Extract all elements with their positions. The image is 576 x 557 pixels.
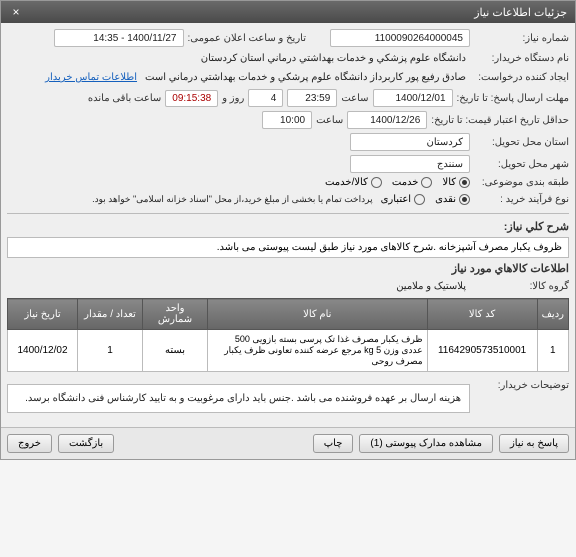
city-value: سنندج (350, 155, 470, 173)
col-row: ردیف (537, 299, 568, 330)
category-label: طبقه بندی موضوعی: (474, 177, 569, 188)
province-label: استان محل تحویل: (474, 137, 569, 148)
buyer-label: نام دستگاه خریدار: (474, 53, 569, 64)
need-no-value: 1100090264000045 (330, 29, 470, 47)
desc-text: ظروف یکبار مصرف آشپزخانه .شرح کالاهای مو… (7, 237, 569, 258)
radio-both[interactable] (371, 177, 382, 188)
radio-cash[interactable] (459, 194, 470, 205)
close-icon[interactable]: × (9, 5, 23, 19)
exit-button[interactable]: خروج (7, 434, 52, 453)
deadline-label: مهلت ارسال پاسخ: تا تاریخ: (457, 93, 569, 104)
attachments-button[interactable]: مشاهده مدارک پیوستی (1) (359, 434, 493, 453)
col-name: نام کالا (208, 299, 428, 330)
col-unit: واحد شمارش (143, 299, 208, 330)
announce-value: 1400/11/27 - 14:35 (54, 29, 184, 47)
col-qty: تعداد / مقدار (78, 299, 143, 330)
items-table: ردیف کد کالا نام کالا واحد شمارش تعداد /… (7, 298, 569, 372)
validity-date: 1400/12/26 (347, 111, 427, 129)
items-header: اطلاعات کالاهاي مورد نياز (7, 262, 569, 275)
city-label: شهر محل تحویل: (474, 159, 569, 170)
cell-name: ظرف یکبار مصرف غذا تک پرسی بسته بازویی 5… (208, 330, 428, 372)
col-date: تاريخ نياز (8, 299, 78, 330)
validity-label: حداقل تاریخ اعتبار قیمت: تا تاریخ: (431, 115, 569, 126)
buyer-note-label: توضیحات خریدار: (474, 380, 569, 391)
form-content: شماره نياز: 1100090264000045 تاریخ و ساع… (1, 23, 575, 427)
saat-label-1: ساعت (341, 93, 368, 104)
table-row[interactable]: 1 1164290573510001 ظرف یکبار مصرف غذا تک… (8, 330, 569, 372)
creator-label: ایجاد کننده درخواست: (474, 72, 569, 83)
desc-header: شرح کلي نياز: (7, 220, 569, 233)
col-code: کد کالا (427, 299, 537, 330)
process-group: نقدی اعتباری (381, 194, 470, 205)
remain-label: ساعت باقی مانده (88, 93, 161, 104)
rooz-label: روز و (222, 93, 244, 104)
process-note: پرداخت تمام یا بخشی از مبلغ خرید،از محل … (88, 192, 376, 207)
reply-button[interactable]: پاسخ به نیاز (499, 434, 569, 453)
deadline-time: 23:59 (287, 89, 337, 107)
days-left: 4 (248, 89, 283, 107)
buyer-value: دانشگاه علوم پزشكي و خدمات بهداشتي درمان… (7, 51, 470, 66)
cell-code: 1164290573510001 (427, 330, 537, 372)
title-bar: جزئیات اطلاعات نیاز × (1, 1, 575, 23)
dialog-window: جزئیات اطلاعات نیاز × شماره نياز: 110009… (0, 0, 576, 460)
countdown-timer: 09:15:38 (165, 90, 218, 107)
saat-label-2: ساعت (316, 115, 343, 126)
validity-time: 10:00 (262, 111, 312, 129)
cell-qty: 1 (78, 330, 143, 372)
deadline-date: 1400/12/01 (373, 89, 453, 107)
back-button[interactable]: بازگشت (58, 434, 114, 453)
contact-link[interactable]: اطلاعات تماس خریدار (45, 72, 137, 83)
cell-date: 1400/12/02 (8, 330, 78, 372)
button-bar: پاسخ به نیاز مشاهده مدارک پیوستی (1) چاپ… (1, 427, 575, 459)
buyer-note-text: هزینه ارسال بر عهده فروشنده می باشد .جنس… (7, 384, 470, 413)
announce-label: تاریخ و ساعت اعلان عمومی: (188, 33, 307, 44)
radio-kala[interactable] (459, 177, 470, 188)
process-label: نوع فرآیند خرید : (474, 194, 569, 205)
province-value: کردستان (350, 133, 470, 151)
cell-unit: بسته (143, 330, 208, 372)
cell-idx: 1 (537, 330, 568, 372)
group-label: گروه کالا: (474, 281, 569, 292)
radio-credit[interactable] (414, 194, 425, 205)
window-title: جزئیات اطلاعات نیاز (474, 6, 567, 19)
group-value: پلاستیک و ملامین (392, 279, 470, 294)
category-group: کالا خدمت کالا/خدمت (325, 177, 470, 188)
creator-value: صادق رفیع پور کاربرداز دانشگاه علوم پرشك… (141, 70, 470, 85)
print-button[interactable]: چاپ (313, 434, 354, 453)
need-no-label: شماره نياز: (474, 33, 569, 44)
radio-khadmat[interactable] (421, 177, 432, 188)
